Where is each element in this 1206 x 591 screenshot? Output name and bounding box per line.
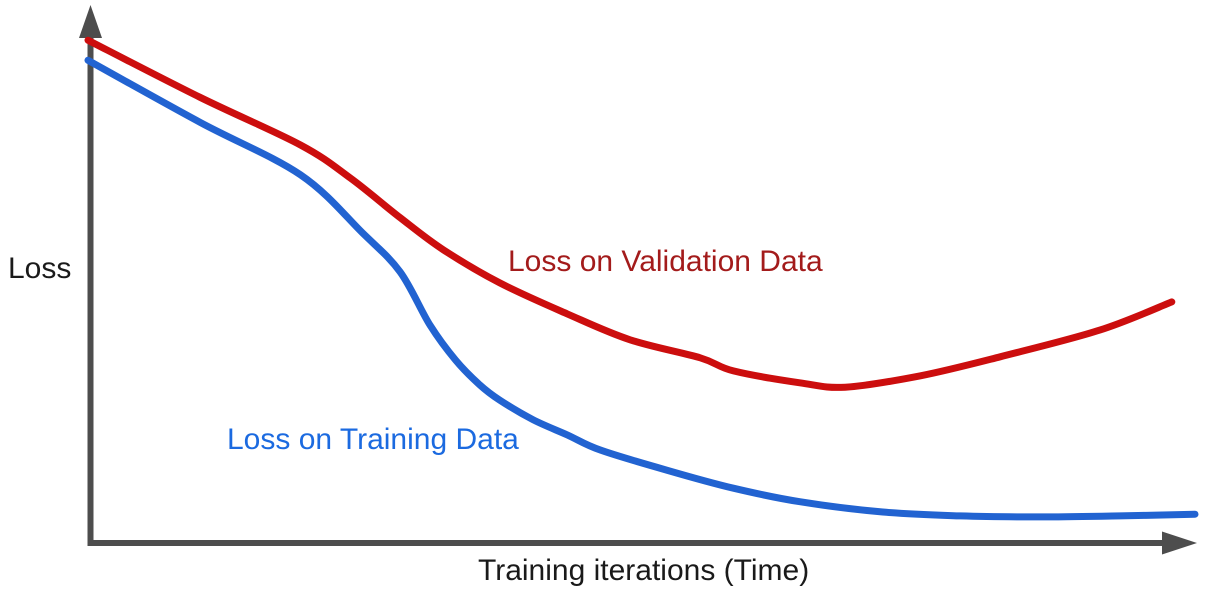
training-series-label: Loss on Training Data	[227, 423, 519, 456]
validation-series-label: Loss on Validation Data	[508, 245, 823, 278]
y-axis-label: Loss	[8, 252, 72, 285]
y-axis-arrowhead-icon	[79, 5, 102, 38]
training-loss-curve	[84, 56, 1199, 521]
x-axis-label: Training iterations (Time)	[478, 554, 810, 587]
validation-loss-curve	[84, 36, 1176, 391]
x-axis-arrowhead-icon	[1162, 531, 1197, 555]
